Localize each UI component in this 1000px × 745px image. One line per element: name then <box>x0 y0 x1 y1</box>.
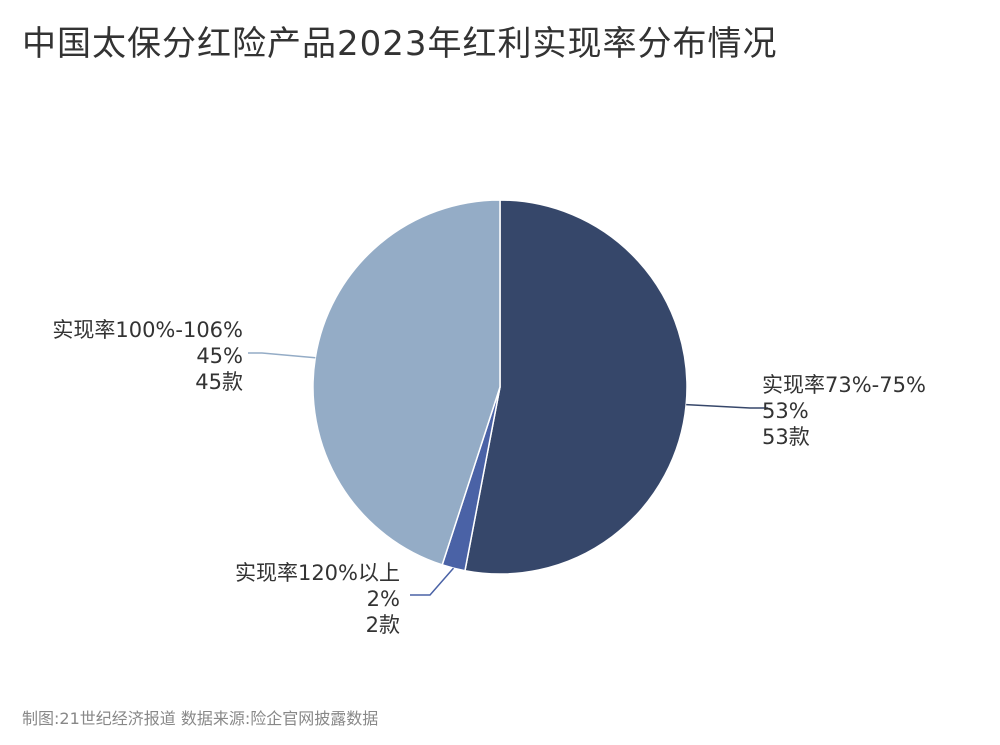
slice-label-count-2: 2款 <box>366 613 400 637</box>
source-note: 制图:21世纪经济报道 数据来源:险企官网披露数据 <box>22 709 379 728</box>
slice-label-count-3: 45款 <box>195 370 243 394</box>
leader-line-3 <box>248 352 316 359</box>
slice-label-name-1: 实现率73%-75% <box>762 373 926 397</box>
chart-title: 中国太保分红险产品2023年红利实现率分布情况 <box>22 24 778 64</box>
leader-line-1 <box>686 403 768 409</box>
slice-label-name-3: 实现率100%-106% <box>52 318 243 342</box>
slice-label-percent-2: 2% <box>367 587 400 611</box>
slice-label-percent-3: 45% <box>196 344 243 368</box>
slice-label-name-2: 实现率120%以上 <box>235 561 400 585</box>
leader-line-2 <box>410 567 455 596</box>
pie-slice-1 <box>464 199 688 575</box>
pie-slice-3 <box>312 199 501 566</box>
slice-label-count-1: 53款 <box>762 425 810 449</box>
slice-label-percent-1: 53% <box>762 399 809 423</box>
